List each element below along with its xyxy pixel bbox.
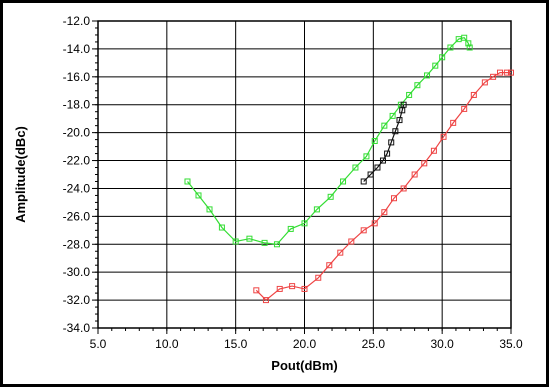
data-point (232, 238, 239, 245)
data-point (490, 73, 497, 80)
data-point (414, 82, 421, 89)
data-point (379, 157, 386, 164)
data-point (374, 164, 381, 171)
series-line (363, 104, 405, 182)
data-point (496, 69, 503, 76)
data-point (503, 69, 510, 76)
data-point (430, 147, 437, 154)
data-point (406, 91, 413, 98)
data-point (340, 178, 347, 185)
y-tick-label: -34.0 (63, 321, 91, 335)
data-point (276, 285, 283, 292)
data-point (313, 206, 320, 213)
series-line (187, 37, 471, 245)
data-point (348, 238, 355, 245)
y-tick-label: -24.0 (63, 181, 91, 195)
data-point (206, 206, 213, 213)
data-point (384, 150, 391, 157)
data-point (421, 160, 428, 167)
chart: 5.0 10.0 15.0 20.0 25.0 30.0 35.0 -12.0 -14.0 -16… (13, 14, 523, 373)
data-point (363, 153, 370, 160)
data-point (470, 91, 477, 98)
data-point (301, 220, 308, 227)
data-point (390, 195, 397, 202)
data-point (262, 297, 269, 304)
y-tick-label: -16.0 (63, 70, 91, 84)
data-point (381, 122, 388, 129)
data-point (461, 34, 468, 41)
data-point (367, 171, 374, 178)
data-point (371, 138, 378, 145)
x-tick-label: 35.0 (499, 337, 523, 351)
y-tick-label: -22.0 (63, 154, 91, 168)
data-point (327, 193, 334, 200)
data-point (411, 171, 418, 178)
x-tick-label: 25.0 (362, 337, 386, 351)
data-point (400, 101, 407, 108)
x-tick-label: 10.0 (155, 337, 179, 351)
data-point (466, 44, 473, 51)
data-point (389, 112, 396, 119)
data-point (481, 79, 488, 86)
data-point (184, 178, 191, 185)
data-point (424, 72, 431, 79)
x-tick-label: 5.0 (90, 337, 107, 351)
data-point (371, 220, 378, 227)
data-point (392, 128, 399, 135)
data-point (246, 235, 253, 242)
data-point (360, 178, 367, 185)
data-point (440, 133, 447, 140)
data-point (381, 209, 388, 216)
data-point (352, 164, 359, 171)
y-tick-label: -20.0 (63, 126, 91, 140)
y-tick-label: -30.0 (63, 265, 91, 279)
x-tick-label: 20.0 (293, 337, 317, 351)
y-axis-label: Amplitude(dBc) (13, 126, 28, 223)
data-point (253, 287, 260, 294)
y-tick-label: -28.0 (63, 237, 91, 251)
data-point (273, 241, 280, 248)
y-tick-label: -32.0 (63, 293, 91, 307)
data-point (396, 117, 403, 124)
data-point (315, 274, 322, 281)
data-point (455, 36, 462, 43)
data-point (195, 192, 202, 199)
data-point (301, 285, 308, 292)
data-point (337, 249, 344, 256)
data-point (450, 119, 457, 126)
data-point (465, 40, 472, 47)
x-axis-label: Pout(dBm) (271, 358, 337, 373)
data-point (461, 105, 468, 112)
data-point (218, 224, 225, 231)
data-point (432, 62, 439, 69)
data-point (360, 227, 367, 234)
data-point (400, 185, 407, 192)
data-point (399, 107, 406, 114)
x-tick-label: 30.0 (430, 337, 454, 351)
data-point (287, 225, 294, 232)
plot-border (97, 20, 512, 329)
data-point (447, 44, 454, 51)
y-tick-label: -12.0 (63, 14, 91, 28)
data-point (388, 139, 395, 146)
x-tick-label: 15.0 (224, 337, 248, 351)
data-point (326, 262, 333, 269)
data-point (261, 239, 268, 246)
y-tick-label: -14.0 (63, 42, 91, 56)
data-point (289, 283, 296, 290)
data-point (439, 54, 446, 61)
data-point (508, 69, 514, 76)
y-tick-label: -26.0 (63, 209, 91, 223)
y-tick-label: -18.0 (63, 98, 91, 112)
